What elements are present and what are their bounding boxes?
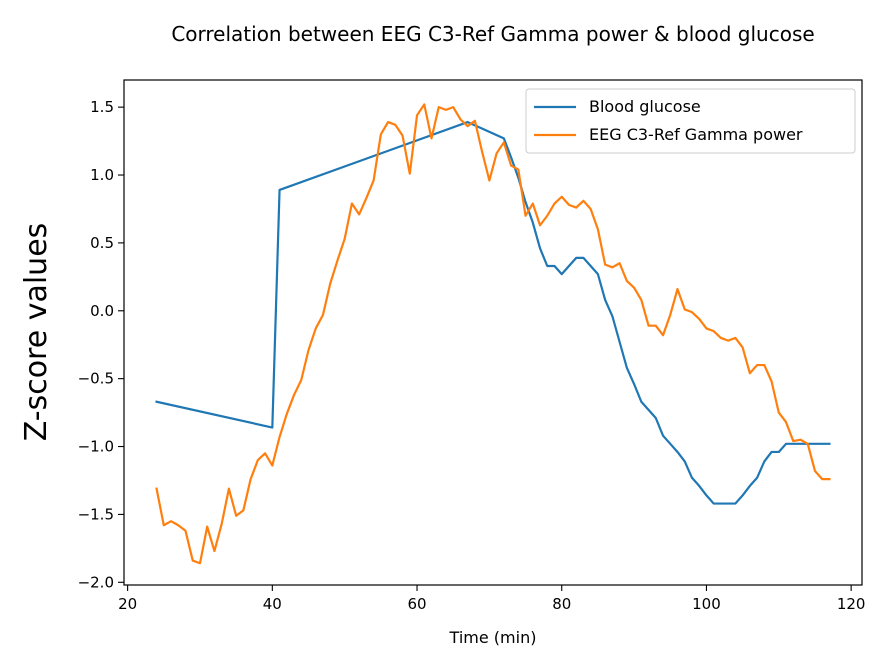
- series-line-eeg-gamma-power: [155, 103, 831, 565]
- y-axis: −2.0 −1.5 −1.0 −0.5 0.0 0.5 1.0 1.5: [78, 98, 124, 591]
- x-tick-label: 60: [407, 595, 426, 613]
- plot-area: [123, 79, 863, 586]
- y-tick-label: 0.0: [90, 302, 114, 320]
- x-tick-label: 100: [692, 595, 721, 613]
- chart-title: Correlation between EEG C3-Ref Gamma pow…: [171, 22, 814, 46]
- x-tick-label: 120: [837, 595, 866, 613]
- x-tick-label: 40: [263, 595, 282, 613]
- x-axis-label: Time (min): [449, 628, 537, 647]
- y-tick-label: −2.0: [78, 573, 114, 591]
- legend-label-blood-glucose: Blood glucose: [589, 97, 701, 116]
- y-axis-label: Z-score values: [19, 223, 54, 442]
- y-tick-label: 1.5: [90, 98, 114, 116]
- y-tick-label: −1.0: [78, 438, 114, 456]
- x-axis: 20 40 60 80 100 120: [118, 585, 865, 613]
- y-tick-label: 0.5: [90, 234, 114, 252]
- y-tick-label: −1.5: [78, 505, 114, 523]
- y-tick-label: 1.0: [90, 166, 114, 184]
- plot-frame: [123, 79, 863, 586]
- series-layer: [155, 103, 831, 565]
- series-line-blood-glucose: [155, 120, 831, 505]
- legend-label-eeg-gamma-power: EEG C3-Ref Gamma power: [589, 125, 803, 144]
- legend-box: [525, 88, 856, 154]
- legend: Blood glucose EEG C3-Ref Gamma power: [525, 88, 856, 154]
- y-tick-label: −0.5: [78, 370, 114, 388]
- x-tick-label: 80: [552, 595, 571, 613]
- x-tick-label: 20: [118, 595, 137, 613]
